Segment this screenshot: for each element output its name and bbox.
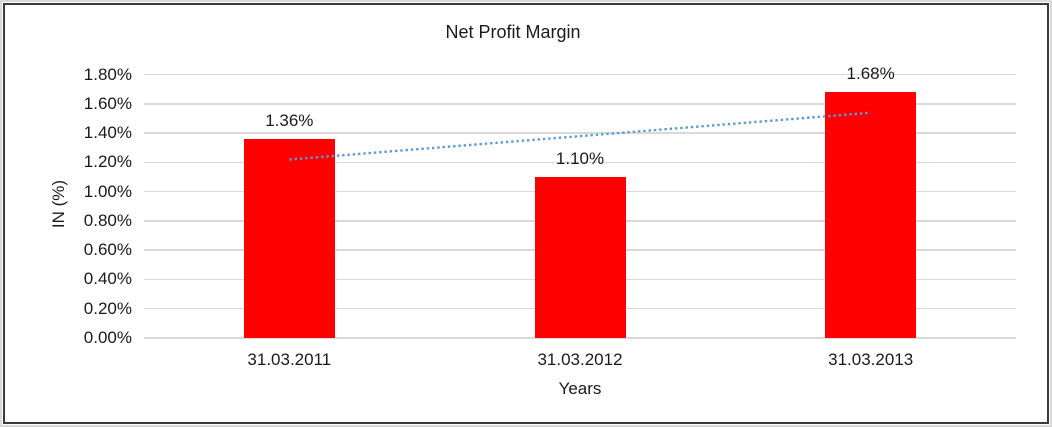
bar-value-label: 1.10% xyxy=(555,149,605,169)
y-axis-tick-label: 0.60% xyxy=(83,240,132,260)
y-axis-tick-label: 0.20% xyxy=(83,298,132,318)
bar-31.03.2013 xyxy=(825,92,917,338)
y-axis-tick-label: 0.00% xyxy=(83,328,132,347)
trendline xyxy=(289,111,871,161)
y-axis-tick-label: 1.60% xyxy=(83,93,132,113)
gridline xyxy=(144,132,1016,134)
y-axis-tick-label: 1.00% xyxy=(83,181,132,201)
gridline xyxy=(144,337,1016,339)
gridline xyxy=(144,161,1016,164)
y-axis-tick-label: 1.40% xyxy=(83,123,132,143)
x-category-label: 31.03.2011 xyxy=(247,350,332,369)
bar-value-label: 1.36% xyxy=(265,111,314,131)
x-category-label: 31.03.2013 xyxy=(828,350,914,369)
bar-31.03.2011 xyxy=(243,139,335,338)
y-axis-tick-label: 1.20% xyxy=(83,152,132,172)
bar-31.03.2012 xyxy=(534,177,626,338)
chart-title: Net Profit Margin xyxy=(445,22,581,42)
y-axis-tick-label: 0.80% xyxy=(83,210,132,230)
bar-value-label: 1.68% xyxy=(846,64,895,84)
gridline xyxy=(144,103,1016,105)
y-axis-tick-label: 1.80% xyxy=(83,64,132,84)
x-axis-title: Years xyxy=(558,379,602,398)
y-axis-title: IN (%) xyxy=(49,179,68,229)
gridline xyxy=(144,73,1016,76)
x-category-label: 31.03.2012 xyxy=(537,350,623,369)
y-axis-tick-label: 0.40% xyxy=(83,269,132,289)
